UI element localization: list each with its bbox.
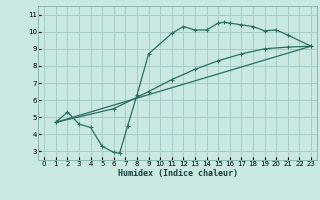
X-axis label: Humidex (Indice chaleur): Humidex (Indice chaleur): [118, 169, 238, 178]
